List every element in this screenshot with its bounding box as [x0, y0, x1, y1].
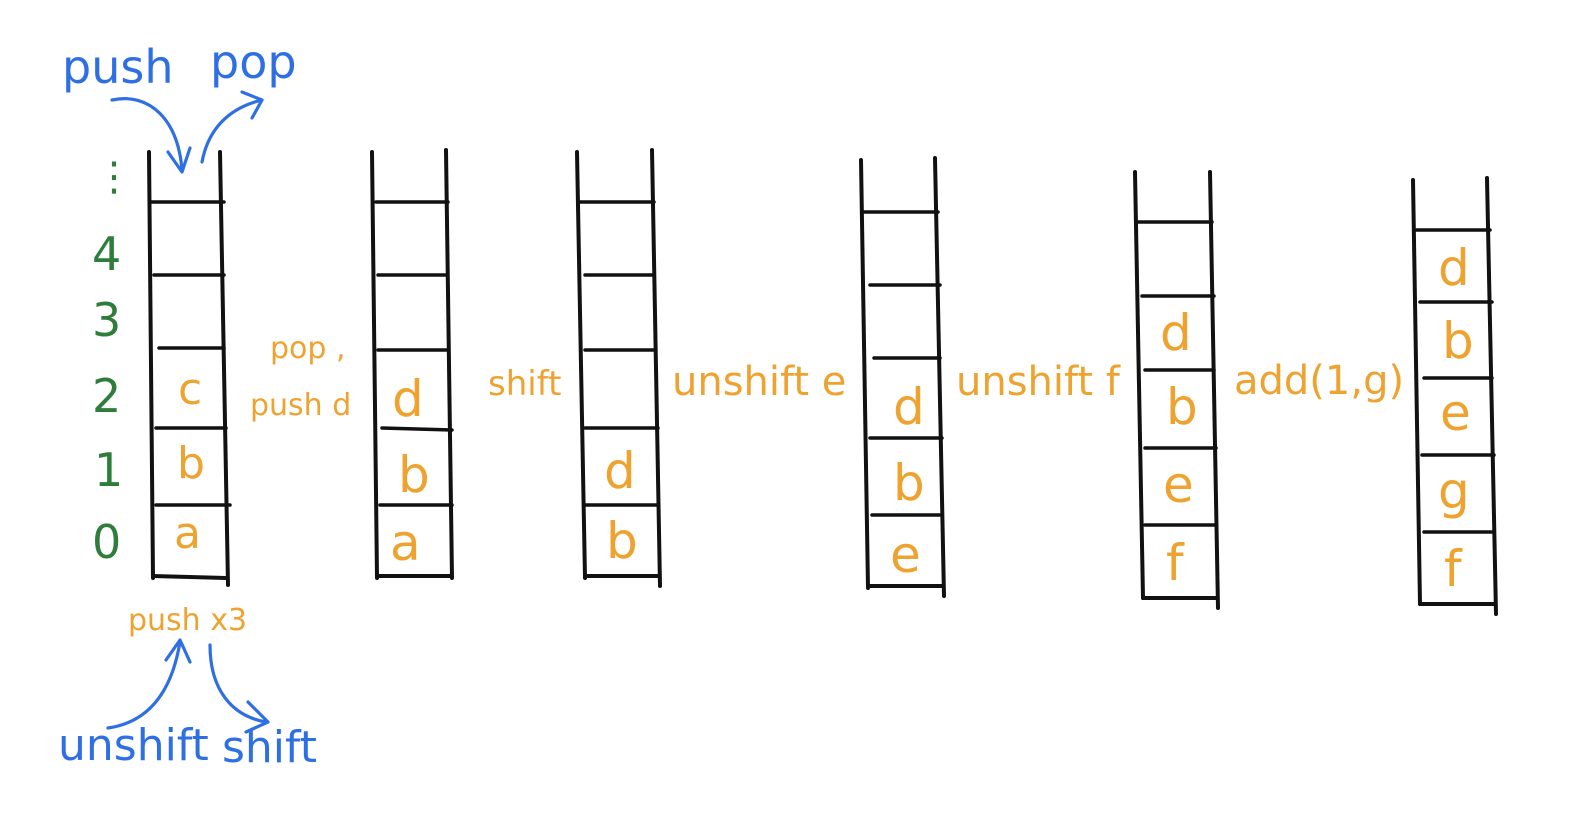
step-unshift-f-label: unshift f	[956, 359, 1121, 405]
stack-6-cell-0: f	[1444, 540, 1463, 598]
step-shift-label: shift	[488, 364, 561, 404]
shift-label: shift	[222, 722, 317, 773]
stack-3-cell-0: b	[606, 512, 638, 570]
stack-5-cell-1: e	[1163, 456, 1194, 514]
push-arrow-icon	[110, 97, 192, 174]
stack-6-cell-4: d	[1438, 239, 1470, 297]
stack-5-cell-0: f	[1166, 534, 1185, 592]
stack-5-cell-2: b	[1166, 378, 1198, 436]
stack-2: d b a	[370, 148, 454, 580]
index-dots: ⋮	[94, 154, 134, 200]
stack-3-cell-1: d	[604, 442, 636, 500]
step-unshift-e-label: unshift e	[672, 359, 846, 405]
stack-4-cell-2: d	[893, 378, 925, 436]
pop-label: pop	[210, 35, 297, 89]
index-3: 3	[92, 293, 121, 347]
stack-4: d b e	[859, 156, 946, 598]
stack-1-cell-2: c	[178, 364, 202, 415]
stack-5: d b e f	[1133, 170, 1220, 610]
step-pop-label: pop ,	[270, 331, 346, 366]
step-push-d-label: push d	[250, 388, 351, 423]
index-1: 1	[94, 443, 123, 497]
stack-6-cell-2: e	[1440, 384, 1471, 442]
pop-arrow-icon	[200, 90, 264, 164]
step-push-x3-label: push x3	[128, 603, 247, 638]
stack-5-cell-3: d	[1160, 304, 1192, 362]
stack-3: d b	[575, 148, 662, 588]
shift-arrow-icon	[208, 643, 270, 734]
index-2: 2	[92, 369, 121, 423]
stack-2-cell-2: d	[392, 370, 424, 428]
push-label: push	[62, 40, 173, 94]
stack-2-cell-1: b	[398, 446, 430, 504]
stack-1: c b a	[147, 150, 232, 587]
index-4: 4	[92, 227, 121, 281]
step-add-label: add(1,g)	[1234, 358, 1404, 404]
stack-6: d b e g f	[1411, 176, 1498, 616]
stack-2-cell-0: a	[390, 514, 421, 572]
stack-4-cell-1: b	[893, 454, 925, 512]
unshift-label: unshift	[58, 720, 209, 771]
stack-1-cell-0: a	[174, 508, 201, 559]
stack-6-cell-1: g	[1438, 462, 1470, 520]
unshift-arrow-icon	[106, 638, 192, 730]
index-0: 0	[92, 515, 121, 569]
stack-4-cell-0: e	[890, 526, 921, 584]
stack-6-cell-3: b	[1442, 312, 1474, 370]
stack-1-cell-1: b	[177, 438, 205, 489]
